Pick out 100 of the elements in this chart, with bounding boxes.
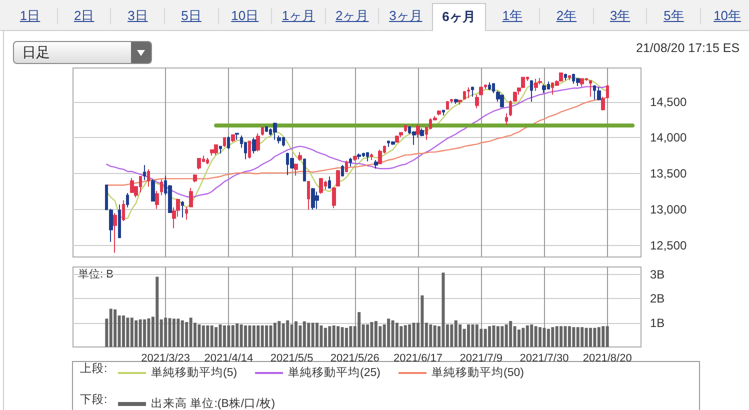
bar [214, 327, 218, 347]
bar [147, 318, 150, 347]
bar [260, 325, 264, 347]
bar [597, 327, 600, 347]
period-tab[interactable]: 5年 [646, 8, 700, 24]
bar [412, 322, 416, 347]
candlestick [420, 128, 424, 137]
bar [504, 324, 508, 347]
candlestick [126, 192, 129, 208]
candlestick [404, 124, 407, 132]
candlestick [458, 99, 462, 106]
period-tab[interactable]: 3日 [110, 8, 164, 24]
bar [311, 322, 314, 347]
bar [286, 320, 290, 347]
bar [555, 326, 558, 347]
bar [298, 325, 302, 347]
period-tab[interactable]: 6ヶ月 [432, 3, 486, 31]
period-tab[interactable]: 10日 [218, 8, 272, 24]
dropdown[interactable]: 日足 [13, 41, 152, 64]
bar [542, 328, 546, 347]
candlestick [580, 78, 584, 88]
bar [244, 325, 248, 347]
candlestick [341, 164, 344, 178]
bar [404, 325, 407, 347]
bar [602, 326, 605, 347]
bar [606, 326, 609, 347]
period-tab[interactable]: 1ヶ月 [271, 8, 325, 24]
candlestick [294, 163, 298, 176]
bar [126, 318, 130, 347]
candlestick [395, 135, 399, 144]
bar [484, 328, 487, 347]
bar [218, 324, 222, 347]
bar [370, 322, 374, 347]
period-tab[interactable]: 2日 [56, 8, 110, 24]
bar [584, 328, 588, 347]
period-tab[interactable]: 10年 [700, 8, 749, 24]
y-tick-label: 2B [650, 292, 665, 306]
period-tab[interactable]: 1年 [486, 8, 540, 24]
y-tick-label: 13,000 [650, 202, 688, 217]
candlestick [113, 212, 117, 254]
bar [340, 327, 344, 347]
legend-title: 上段: [80, 362, 108, 375]
bar [189, 318, 192, 347]
candlestick [265, 126, 268, 132]
bar [252, 325, 256, 347]
x-tick-label: 2021/5/26 [330, 352, 380, 364]
candlestick [509, 100, 512, 117]
period-tab[interactable]: 3年 [592, 8, 646, 24]
candlestick [463, 90, 466, 100]
bar [227, 325, 230, 347]
line-series [106, 96, 608, 186]
bar [278, 321, 281, 347]
candlestick [366, 152, 369, 162]
candlestick [589, 80, 592, 98]
bar [206, 325, 210, 347]
bar [256, 325, 260, 347]
period-tab[interactable]: 5日 [164, 8, 218, 24]
x-tick-label: 2021/8/20 [582, 352, 632, 364]
bar [589, 328, 592, 347]
candlestick [332, 186, 336, 209]
bar [560, 326, 563, 347]
candlestick [446, 100, 449, 110]
candlestick [261, 127, 264, 136]
candlestick [606, 84, 609, 99]
bar [248, 325, 252, 347]
legend-label: 単純移動平均(5) [151, 366, 238, 379]
period-tab[interactable]: 1日 [3, 8, 57, 24]
bar [387, 318, 390, 347]
x-tick-label: 2021/6/17 [394, 352, 442, 364]
candlestick [303, 158, 306, 182]
candlestick [118, 204, 121, 238]
candlestick [206, 157, 209, 165]
bar [122, 315, 125, 347]
y-tick-label: 14,500 [650, 94, 688, 109]
y-tick-label: 1B [650, 316, 665, 330]
bar [164, 318, 168, 347]
candlestick [601, 96, 605, 111]
candlestick [349, 157, 352, 167]
candlestick [479, 86, 483, 96]
candlestick [319, 177, 323, 194]
candlestick [467, 86, 470, 99]
period-tab[interactable]: 2年 [539, 8, 593, 24]
bar [265, 325, 268, 347]
candlestick [235, 132, 239, 140]
legend-label: 単純移動平均(25) [288, 366, 381, 379]
y-tick-label: 13,500 [650, 166, 688, 181]
bar [240, 324, 243, 347]
bar [500, 326, 504, 347]
candlestick [197, 158, 201, 170]
period-tab[interactable]: 2ヶ月 [324, 8, 378, 24]
candlestick [109, 208, 113, 242]
bar [546, 328, 550, 347]
bar [114, 309, 117, 347]
y-tick-label: 14,000 [650, 130, 688, 145]
bar [391, 320, 394, 347]
candlestick [378, 149, 382, 165]
bar [344, 328, 348, 347]
y-tick-label: 12,500 [650, 238, 688, 252]
bar [236, 323, 239, 347]
candlestick [450, 98, 453, 104]
